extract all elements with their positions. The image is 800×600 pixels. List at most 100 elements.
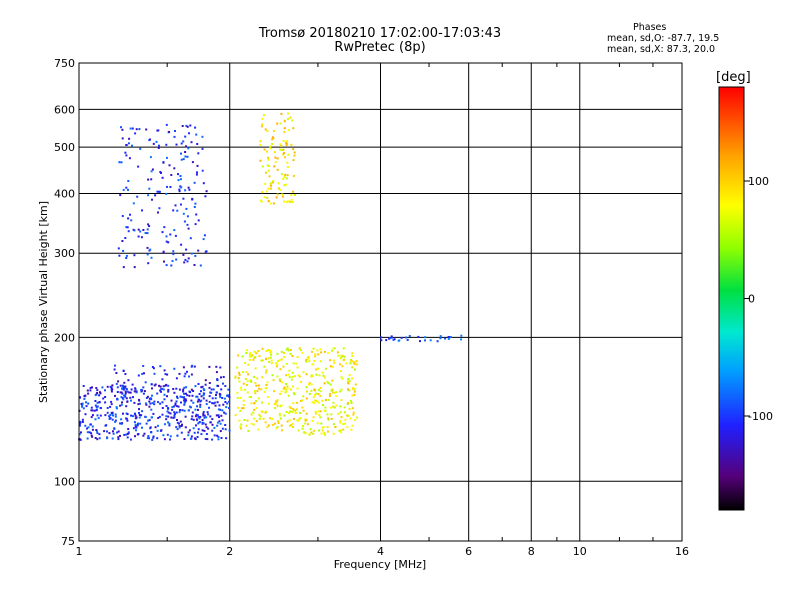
data-point xyxy=(280,145,283,147)
data-point xyxy=(145,397,148,399)
data-point xyxy=(117,438,120,441)
data-point xyxy=(147,262,150,265)
chart-subtitle: RwPretec (8p) xyxy=(334,40,426,55)
data-point xyxy=(164,373,167,376)
data-point xyxy=(142,434,145,437)
data-point xyxy=(153,400,156,403)
data-point xyxy=(285,374,288,377)
data-point xyxy=(120,422,123,425)
data-point xyxy=(205,426,208,429)
data-point xyxy=(275,196,278,199)
data-point xyxy=(281,381,284,384)
data-point xyxy=(277,360,279,362)
data-point xyxy=(343,355,346,358)
data-point xyxy=(224,424,227,426)
data-point xyxy=(134,132,137,135)
data-point xyxy=(196,171,198,174)
data-point xyxy=(104,401,107,404)
data-point xyxy=(275,427,278,430)
data-point xyxy=(285,183,287,186)
data-point xyxy=(142,392,145,395)
data-point xyxy=(152,435,155,438)
data-point xyxy=(245,349,248,352)
data-point xyxy=(112,430,114,433)
data-point xyxy=(193,365,196,368)
data-point xyxy=(444,337,447,340)
data-point xyxy=(122,370,125,372)
data-point xyxy=(301,406,304,409)
data-point xyxy=(190,252,193,255)
data-point xyxy=(182,388,185,391)
data-point xyxy=(228,429,231,432)
data-point xyxy=(353,388,356,391)
data-point xyxy=(178,190,181,193)
data-point xyxy=(350,360,353,363)
data-point xyxy=(151,438,154,441)
data-point xyxy=(338,429,341,432)
data-point xyxy=(234,375,237,378)
data-point xyxy=(316,349,319,352)
data-point xyxy=(130,438,132,441)
data-point xyxy=(296,356,299,358)
data-point xyxy=(207,413,210,416)
data-point xyxy=(186,370,188,373)
data-point xyxy=(151,366,154,368)
data-point xyxy=(86,437,89,440)
data-point xyxy=(278,412,281,415)
data-point xyxy=(317,353,320,356)
data-point xyxy=(166,185,168,188)
data-point xyxy=(279,417,282,420)
data-point xyxy=(254,390,256,392)
colorbar-tick-label: 100 xyxy=(748,175,769,188)
data-point xyxy=(124,237,127,239)
data-point xyxy=(119,384,122,387)
data-point xyxy=(287,394,290,397)
data-point xyxy=(104,396,107,398)
data-point xyxy=(145,422,148,425)
data-point xyxy=(184,258,187,261)
data-point xyxy=(313,394,316,397)
data-point xyxy=(219,366,222,369)
data-point xyxy=(305,386,308,389)
data-point xyxy=(194,254,197,257)
data-point xyxy=(221,409,224,412)
data-point xyxy=(193,206,196,208)
data-point xyxy=(302,425,304,427)
data-point xyxy=(277,182,280,185)
data-point xyxy=(195,395,198,398)
data-point xyxy=(187,434,190,437)
data-point xyxy=(126,400,129,403)
data-point xyxy=(196,395,199,398)
data-point xyxy=(218,416,220,419)
data-point xyxy=(118,161,121,164)
data-point xyxy=(320,351,323,354)
data-point xyxy=(280,112,283,115)
data-point xyxy=(285,411,288,413)
data-point xyxy=(211,423,214,426)
data-point xyxy=(93,409,96,412)
data-point xyxy=(126,226,129,229)
data-point xyxy=(158,144,160,147)
data-point xyxy=(196,405,199,408)
data-point xyxy=(166,395,168,398)
data-point xyxy=(134,388,137,391)
data-point xyxy=(276,363,279,366)
data-point xyxy=(330,389,333,392)
data-point xyxy=(127,431,130,434)
data-point xyxy=(247,430,250,432)
data-point xyxy=(301,351,304,354)
data-point xyxy=(279,122,282,125)
data-point xyxy=(385,339,388,342)
data-point xyxy=(271,181,274,184)
data-point xyxy=(306,423,309,426)
data-point xyxy=(180,431,183,434)
data-point xyxy=(292,175,295,177)
data-point xyxy=(172,209,175,212)
data-point xyxy=(319,360,322,363)
data-point xyxy=(184,155,187,158)
data-point xyxy=(94,400,97,402)
data-point xyxy=(194,202,197,205)
data-point xyxy=(334,426,337,428)
data-point xyxy=(285,383,288,385)
data-point xyxy=(163,369,166,372)
